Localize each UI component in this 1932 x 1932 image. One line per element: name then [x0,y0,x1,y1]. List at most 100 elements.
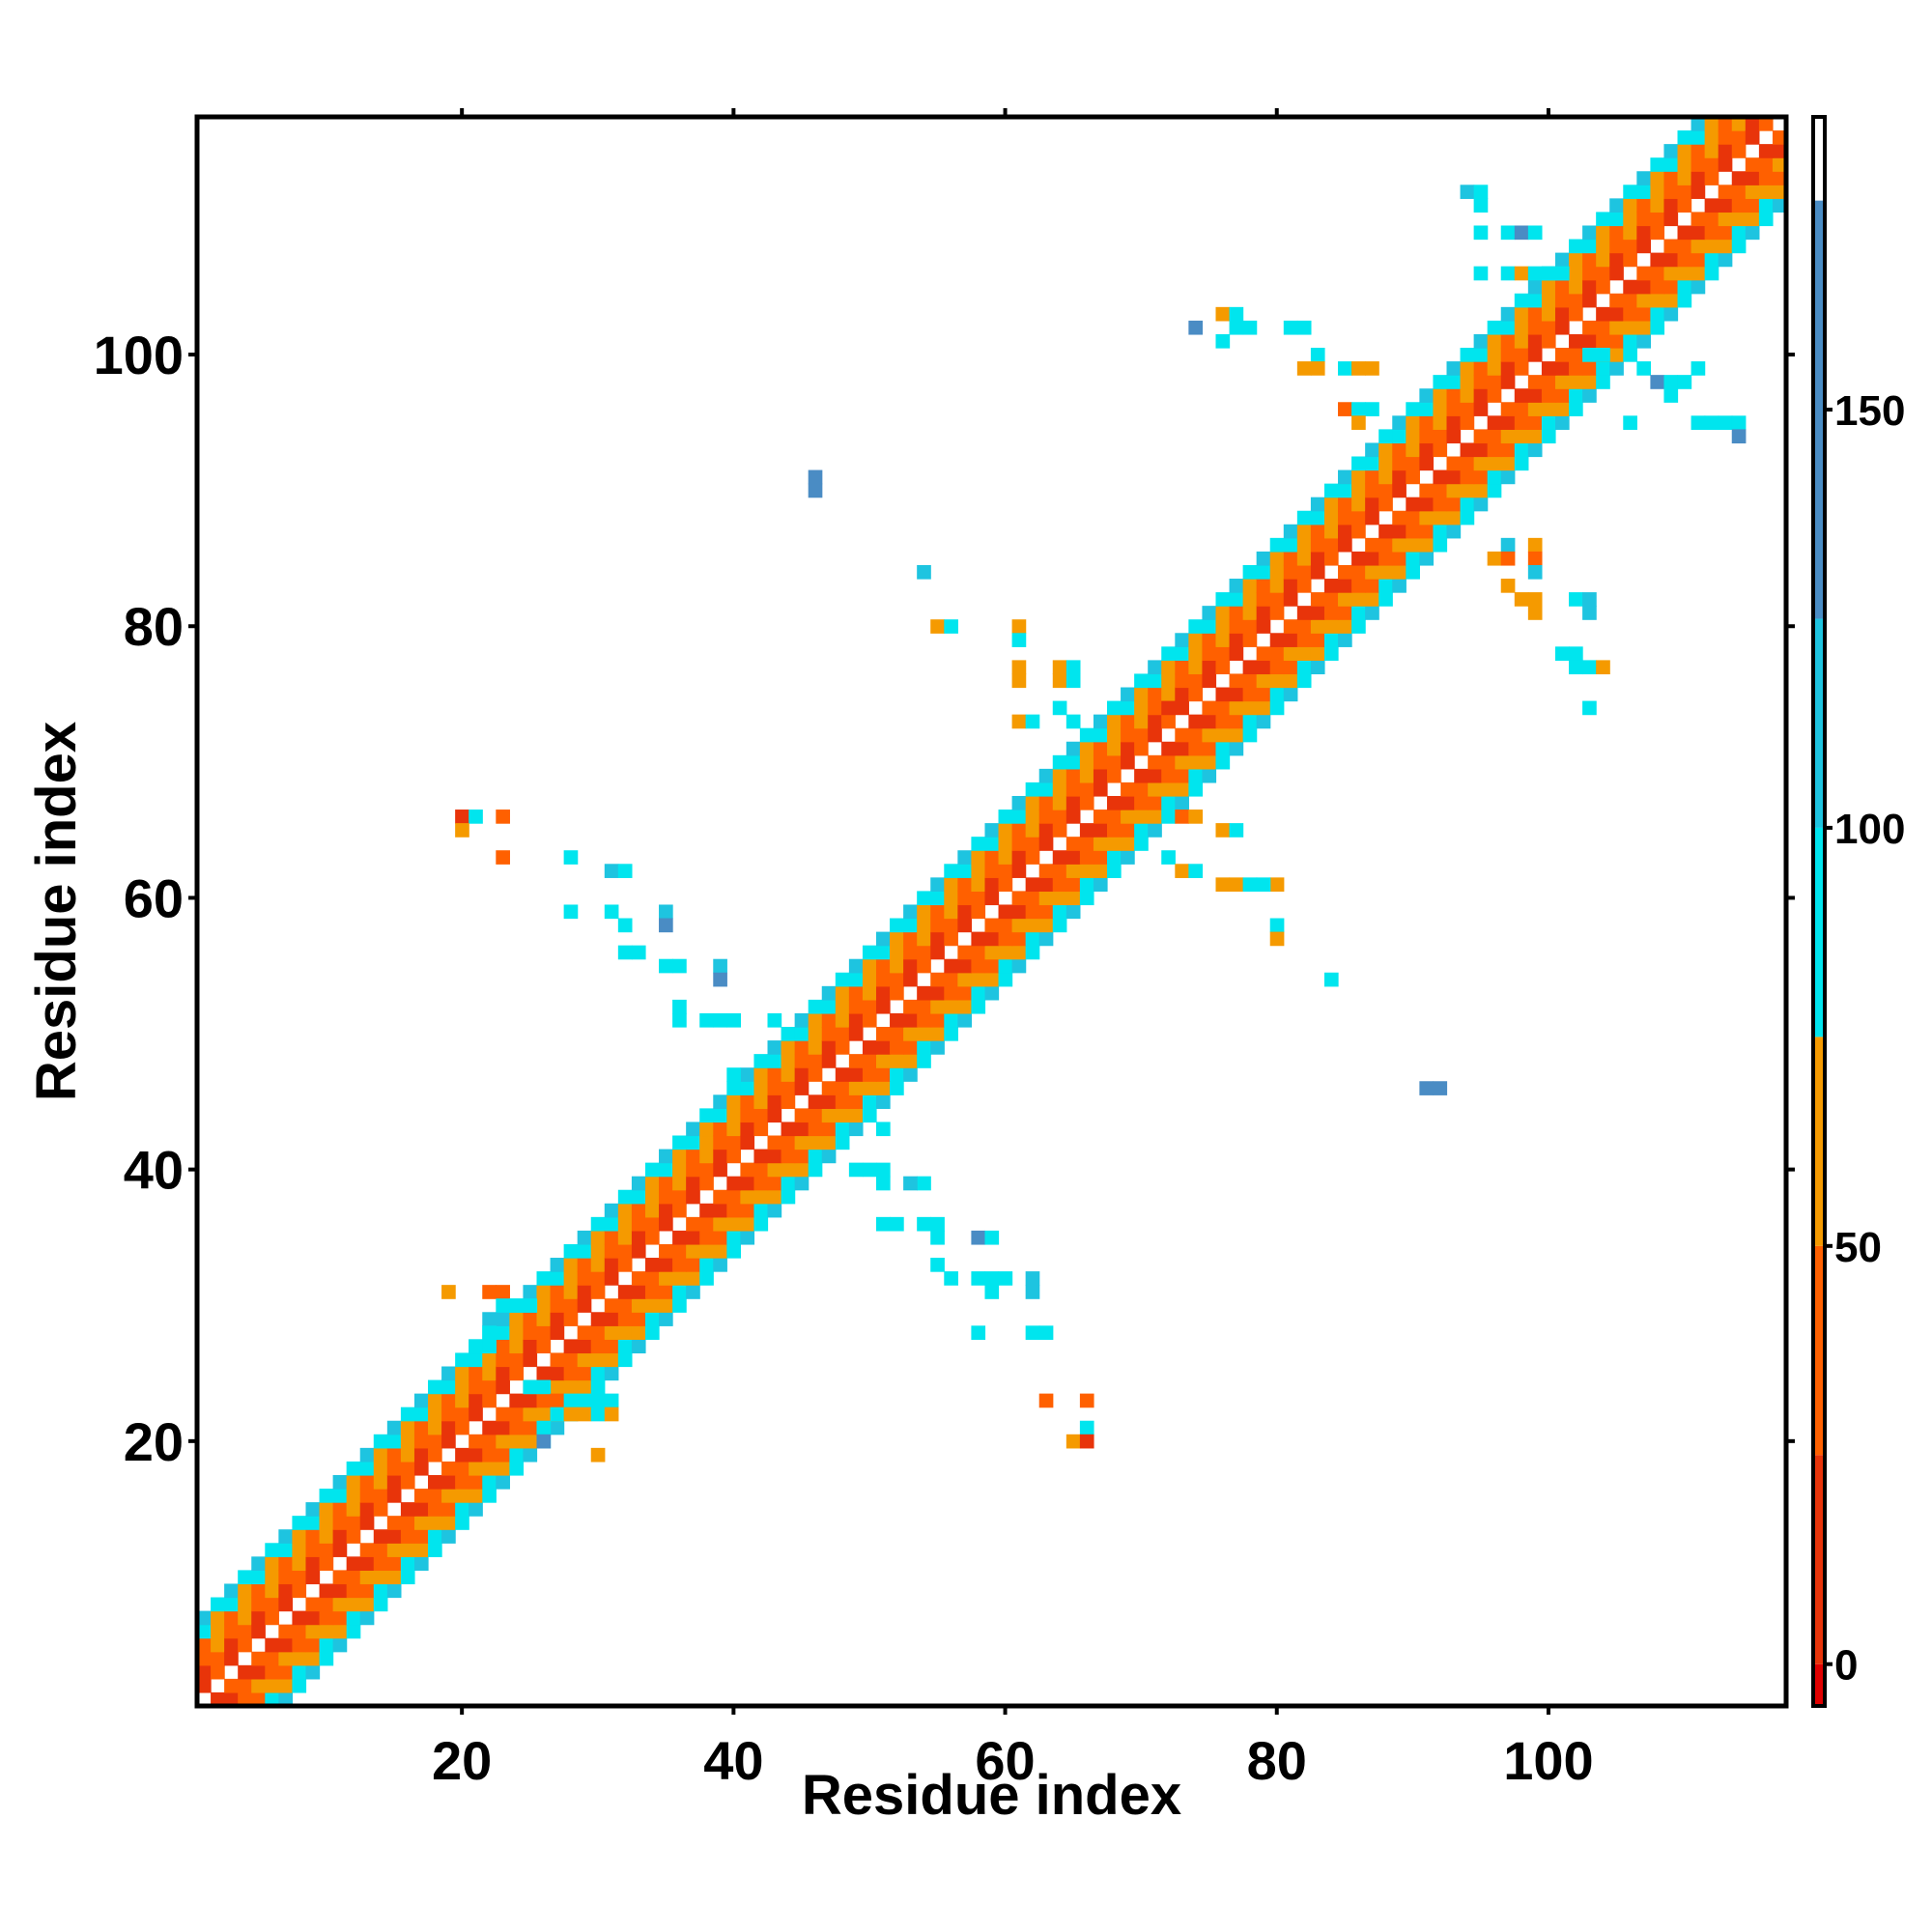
heatmap-cell [278,1556,294,1571]
heatmap-cell [875,1094,891,1109]
heatmap-cell [441,1529,456,1544]
heatmap-cell [848,1067,864,1082]
heatmap-cell [550,1379,565,1395]
heatmap-cell [482,1339,497,1354]
heatmap-cell [1065,781,1081,797]
heatmap-cell [1093,768,1108,783]
heatmap-cell [251,1583,266,1599]
heatmap-cell [740,1135,755,1151]
heatmap-cell [944,891,958,906]
heatmap-cell [590,1258,606,1272]
heatmap-cell [359,1461,375,1476]
heatmap-cell [1623,333,1637,349]
heatmap-cell [1038,864,1054,878]
heatmap-cell [428,1420,442,1435]
heatmap-cell [1406,497,1420,512]
heatmap-cell [1011,864,1027,878]
heatmap-cell [1215,714,1231,729]
heatmap-cell [1011,945,1027,960]
heatmap-cell [523,1339,538,1354]
heatmap-cell [944,999,958,1014]
heatmap-cell [1745,130,1760,145]
heatmap-cell [875,1081,891,1095]
heatmap-cell [1107,727,1122,743]
heatmap-cell [1772,185,1787,199]
heatmap-cell [1554,279,1570,295]
heatmap-cell [617,1285,633,1299]
heatmap-cell [794,1081,810,1095]
heatmap-cell [1283,592,1298,607]
heatmap-cell [1569,333,1583,349]
heatmap-cell [1690,185,1706,199]
heatmap-cell [1351,564,1366,580]
heatmap-cell [1582,592,1597,607]
heatmap-cell [197,1664,212,1680]
heatmap-cell [428,1529,442,1544]
heatmap-cell [794,1122,810,1137]
heatmap-cell [781,1040,796,1055]
heatmap-cell [1093,754,1108,770]
heatmap-cell [631,1216,646,1232]
heatmap-cell [740,1108,755,1123]
heatmap-cell [753,1067,769,1082]
heatmap-cell [1677,279,1692,295]
heatmap-cell [875,1027,891,1041]
heatmap-cell [930,1040,945,1055]
heatmap-cell [1596,660,1610,675]
heatmap-cell [455,1447,469,1463]
heatmap-cell [713,1012,727,1028]
heatmap-cell [686,1243,700,1259]
heatmap-cell [1011,795,1027,810]
heatmap-cell [713,1203,727,1218]
heatmap-cell [305,1597,321,1612]
heatmap-cell [1650,306,1665,322]
heatmap-cell [1242,660,1258,675]
heatmap-cell [1215,619,1231,634]
heatmap-cell [672,1149,687,1164]
heatmap-cell [835,1027,850,1041]
heatmap-cell [794,1176,810,1191]
heatmap-cell [631,1312,646,1326]
heatmap-cell [1582,606,1597,620]
heatmap-cell [1446,483,1462,498]
heatmap-cell [238,1597,252,1612]
heatmap-cell [400,1529,415,1544]
heatmap-cell [278,1583,294,1599]
heatmap-cell [1323,497,1339,512]
heatmap-cell [1148,727,1162,743]
heatmap-cell [1569,306,1583,322]
heatmap-cell [903,1040,918,1055]
heatmap-cell [1623,252,1637,268]
heatmap-cell [1623,293,1637,308]
heatmap-cell [1596,306,1610,322]
heatmap-cell [1175,781,1189,797]
heatmap-cell [1038,918,1054,933]
heatmap-cell [726,1135,741,1151]
heatmap-cell [971,1230,986,1245]
heatmap-cell [469,1447,483,1463]
heatmap-cell [767,1135,782,1151]
heatmap-cell [386,1434,402,1449]
heatmap-cell [1148,781,1162,797]
x-tick-label: 20 [432,1730,492,1791]
heatmap-cell [753,1176,769,1191]
heatmap-cell [1514,306,1529,322]
heatmap-cell [1296,579,1312,593]
heatmap-cell [482,1461,497,1476]
heatmap-cell [617,1230,633,1245]
heatmap-cell [496,1352,510,1368]
heatmap-cell [781,1189,796,1205]
heatmap-cell [740,1081,755,1095]
heatmap-cell [1011,904,1027,920]
heatmap-cell [875,1176,891,1191]
heatmap-cell [1378,551,1393,566]
heatmap-cell [373,1556,388,1571]
heatmap-cell [1419,510,1435,526]
heatmap-cell [1323,537,1339,553]
heatmap-cell [1731,144,1747,158]
heatmap-cell [808,1054,823,1068]
heatmap-cell [1582,293,1597,308]
heatmap-cell [1718,198,1733,213]
heatmap-cell [1473,469,1489,485]
heatmap-cell [1256,660,1271,675]
